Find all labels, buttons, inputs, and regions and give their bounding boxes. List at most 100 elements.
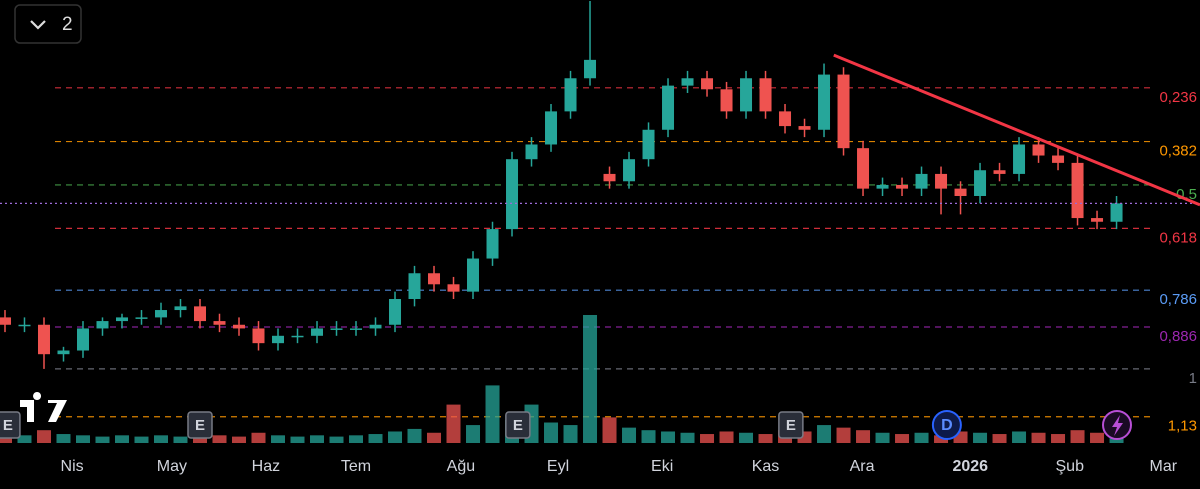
- candle-body: [135, 317, 148, 319]
- volume-bar: [485, 385, 500, 443]
- candle-body: [584, 59, 597, 79]
- candle-body: [876, 184, 889, 189]
- candle-body: [974, 170, 987, 196]
- volume-bar: [680, 432, 695, 443]
- volume-bar: [661, 431, 676, 443]
- candle-body: [798, 126, 811, 130]
- volume-bar: [349, 435, 364, 443]
- candle-body: [467, 258, 480, 292]
- volume-bar: [36, 430, 51, 443]
- candle-body: [506, 159, 519, 230]
- volume-bar: [212, 435, 227, 443]
- button-frame[interactable]: [14, 4, 82, 44]
- volume-bar: [368, 434, 383, 443]
- volume-bar: [173, 436, 188, 443]
- candle-body: [701, 78, 714, 90]
- candle-body: [525, 144, 538, 160]
- lightning-icon: [1112, 415, 1123, 436]
- candle-body: [779, 111, 792, 127]
- volume-bar: [622, 427, 637, 443]
- volume-bar: [817, 425, 832, 443]
- x-tick-label: Kas: [752, 458, 780, 475]
- x-tick-label: Eki: [651, 458, 673, 475]
- volume-bar: [914, 432, 929, 443]
- tv-logo: [20, 392, 67, 422]
- candle-body: [37, 324, 50, 355]
- volume-bar: [719, 431, 734, 443]
- candle-body: [993, 170, 1006, 174]
- volume-bar: [134, 436, 149, 443]
- x-tick-label: 2026: [952, 458, 988, 475]
- candle-body: [662, 85, 675, 130]
- volume-bar: [75, 435, 90, 443]
- volume-bar: [602, 417, 617, 443]
- volume-bar: [856, 430, 871, 443]
- volume-bar: [271, 435, 286, 443]
- volume-bar: [407, 428, 422, 443]
- candle-body: [154, 310, 167, 318]
- volume-bar: [563, 425, 578, 443]
- x-tick-label: Mar: [1150, 458, 1178, 475]
- candle-body: [1032, 144, 1045, 156]
- volume-bar: [973, 432, 988, 443]
- candle-body: [720, 89, 733, 112]
- fib-label: 1: [1189, 370, 1197, 387]
- volume-bar: [427, 432, 442, 443]
- candle-body: [896, 184, 909, 189]
- candle-body: [252, 328, 265, 344]
- volume-bar: [758, 434, 773, 443]
- fib-label: 1,13: [1168, 418, 1197, 435]
- earnings-badge: [187, 411, 213, 439]
- candle-body: [213, 321, 226, 325]
- candle-body: [759, 78, 772, 112]
- volume-bar: [641, 430, 656, 443]
- volume-bar: [739, 432, 754, 443]
- dividend-badge: [931, 410, 962, 440]
- badge-label: E: [195, 417, 205, 434]
- candle-body: [428, 273, 441, 285]
- candle-body: [291, 335, 304, 338]
- earnings-badge: [778, 411, 804, 439]
- volume-bar: [446, 404, 461, 443]
- fib-label: 0,236: [1159, 89, 1197, 106]
- volume-bar: [95, 436, 110, 443]
- candle-body: [272, 335, 285, 344]
- toolbar-button[interactable]: 2: [14, 4, 82, 44]
- candle-body: [642, 129, 655, 160]
- volume-bar: [895, 434, 910, 443]
- x-tick-label: Ağu: [447, 458, 475, 475]
- lightning-badge: [1102, 410, 1132, 440]
- candle-body: [1110, 203, 1123, 222]
- fib-label: 0,618: [1159, 229, 1197, 246]
- candle-body: [837, 74, 850, 149]
- count: 2: [62, 14, 73, 35]
- candle-body: [233, 324, 246, 329]
- fib-label: 0,382: [1159, 143, 1197, 160]
- x-tick-label: Ara: [850, 458, 875, 475]
- candle-body: [369, 324, 382, 329]
- badge-label: E: [786, 417, 796, 434]
- candle-body: [1013, 144, 1026, 174]
- candle-body: [115, 317, 128, 322]
- candle-body: [954, 188, 967, 196]
- volume-bar: [700, 434, 715, 443]
- candle-body: [1052, 155, 1065, 163]
- volume-bar: [1090, 432, 1105, 443]
- volume-bar: [1031, 432, 1046, 443]
- volume-bar: [232, 436, 247, 443]
- candle-body: [389, 299, 402, 325]
- volume-bar: [544, 422, 559, 443]
- candle-body: [408, 273, 421, 300]
- earnings-badge: [505, 411, 531, 439]
- volume-bar: [953, 431, 968, 443]
- volume-bar: [1012, 431, 1027, 443]
- candle-body: [545, 111, 558, 145]
- volume-bar: [329, 436, 344, 443]
- x-tick-label: Şub: [1056, 458, 1085, 475]
- x-tick-label: Nis: [61, 458, 84, 475]
- chevron: [30, 20, 46, 30]
- volume-bar: [583, 315, 598, 443]
- x-tick-label: Tem: [341, 458, 371, 475]
- x-tick-label: Haz: [252, 458, 280, 475]
